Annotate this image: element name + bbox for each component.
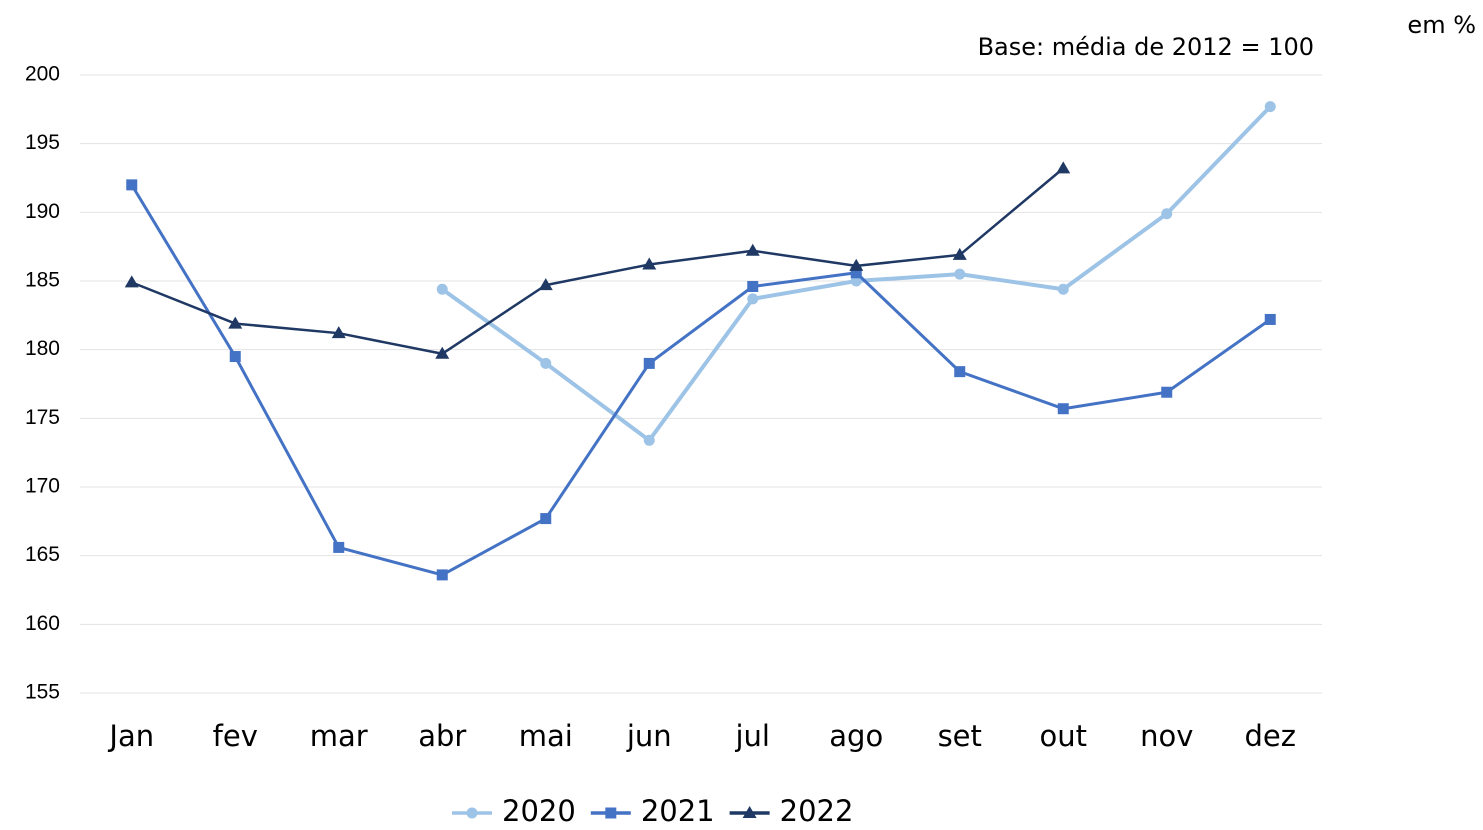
y-tick-label: 170 — [25, 475, 60, 498]
x-tick-label: nov — [1140, 719, 1193, 753]
y-tick-label: 200 — [25, 63, 60, 86]
x-tick-label: fev — [213, 719, 258, 753]
y-tick-label: 185 — [25, 269, 60, 292]
y-tick-label: 165 — [25, 543, 60, 566]
marker — [228, 316, 243, 329]
marker — [1161, 208, 1173, 220]
marker — [436, 283, 448, 295]
marker — [643, 434, 655, 446]
x-tick-label: Jan — [107, 719, 154, 753]
legend: 2020 2021 2022 — [452, 794, 853, 828]
y-tick-label: 155 — [25, 681, 60, 704]
marker — [642, 257, 657, 270]
y-tick-label: 160 — [25, 612, 60, 635]
x-tick-label: dez — [1245, 719, 1296, 753]
x-tick-label: jun — [626, 719, 672, 753]
marker — [126, 179, 138, 191]
marker — [954, 268, 966, 280]
y-tick-label: 195 — [25, 131, 60, 154]
x-tick-label: abr — [418, 719, 466, 753]
marker — [540, 513, 552, 525]
marker — [1264, 101, 1276, 113]
marker — [435, 346, 450, 359]
marker — [1161, 386, 1173, 398]
marker — [229, 351, 241, 363]
marker — [1057, 403, 1069, 415]
x-tick-label: ago — [829, 719, 883, 753]
marker — [742, 806, 757, 818]
x-tick-label: mai — [519, 719, 573, 753]
legend-label: 2022 — [780, 794, 854, 828]
marker — [124, 275, 139, 288]
marker — [849, 258, 864, 271]
marker — [643, 357, 655, 369]
marker — [745, 243, 760, 256]
x-tick-label: set — [938, 719, 982, 753]
x-tick-label: jul — [735, 719, 771, 753]
y-tick-label: 180 — [25, 337, 60, 360]
base-note: Base: média de 2012 = 100 — [978, 33, 1314, 61]
marker — [333, 541, 345, 553]
marker — [952, 247, 967, 260]
marker — [538, 278, 553, 291]
marker — [1057, 283, 1069, 295]
series-line — [131, 167, 1065, 356]
marker — [436, 569, 448, 581]
y-tick-label: 190 — [25, 200, 60, 223]
marker — [331, 326, 346, 339]
marker — [540, 357, 552, 369]
marker — [1056, 161, 1071, 174]
legend-label: 2021 — [641, 794, 715, 828]
unit-note: em % — [1407, 11, 1476, 39]
marker — [850, 267, 862, 279]
marker — [954, 366, 966, 378]
marker — [605, 807, 617, 819]
legend-label: 2020 — [502, 794, 576, 828]
marker — [747, 293, 759, 305]
marker — [1264, 313, 1276, 325]
y-tick-label: 175 — [25, 406, 60, 429]
marker — [747, 280, 759, 292]
x-tick-label: out — [1040, 719, 1088, 753]
x-tick-label: mar — [310, 719, 368, 753]
marker — [466, 807, 478, 819]
series-line — [130, 184, 1272, 577]
